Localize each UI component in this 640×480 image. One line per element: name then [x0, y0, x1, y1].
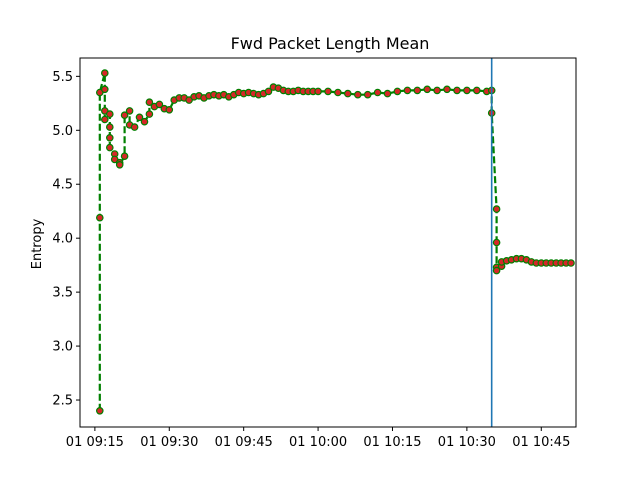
- y-tick-label: 2.5: [52, 394, 73, 409]
- data-point: [373, 88, 382, 97]
- data-point: [106, 134, 114, 142]
- plot-area: [96, 58, 575, 427]
- chart-title: Fwd Packet Length Mean: [231, 34, 430, 53]
- data-point: [403, 86, 412, 95]
- data-point: [453, 86, 461, 95]
- data-point: [125, 107, 134, 115]
- data-point: [343, 89, 352, 98]
- data-point: [413, 86, 422, 95]
- x-tick-label: 01 09:15: [66, 435, 124, 450]
- data-point: [334, 88, 342, 97]
- data-point: [567, 259, 575, 267]
- y-axis-label: Entropy: [30, 218, 45, 269]
- data-point: [96, 406, 104, 415]
- data-point: [492, 238, 501, 247]
- data-point: [492, 266, 501, 275]
- data-point: [120, 111, 129, 120]
- data-point: [106, 123, 114, 131]
- data-point: [101, 69, 109, 77]
- data-point: [101, 85, 109, 94]
- data-point: [155, 100, 164, 109]
- data-point: [96, 213, 104, 222]
- data-point: [115, 161, 124, 169]
- data-point: [363, 90, 372, 99]
- data-point: [165, 106, 174, 114]
- x-tick-label: 01 09:45: [215, 435, 273, 450]
- plot-frame: [79, 57, 577, 428]
- y-tick-label: 4.5: [52, 178, 73, 193]
- y-tick-label: 5.0: [52, 124, 73, 139]
- data-point: [443, 85, 451, 94]
- data-point: [145, 98, 154, 107]
- y-tick-label: 3.5: [52, 286, 73, 301]
- data-point: [433, 86, 441, 95]
- data-point: [353, 90, 362, 99]
- data-point: [314, 87, 322, 96]
- data-point: [120, 152, 129, 161]
- data-point: [101, 115, 109, 124]
- y-tick-label: 4.0: [52, 232, 73, 247]
- x-tick-label: 01 09:30: [140, 435, 198, 450]
- data-point: [140, 117, 149, 126]
- data-point: [393, 87, 402, 96]
- x-tick-label: 01 10:15: [363, 435, 421, 450]
- y-tick-label: 3.0: [52, 340, 73, 355]
- x-tick-label: 01 10:45: [512, 435, 570, 450]
- data-point: [130, 123, 139, 131]
- data-point: [135, 113, 144, 122]
- y-tick-label: 5.5: [52, 70, 73, 85]
- data-point: [145, 110, 154, 118]
- axes: 2.5 3.0 3.5 4.0 4.5 5.0 5.5 01 09:15 01 09:30 01 …: [52, 70, 570, 450]
- data-point: [463, 86, 471, 95]
- x-tick-label: 01 10:00: [289, 435, 347, 450]
- data-point: [106, 110, 114, 118]
- x-tick-label: 01 10:30: [438, 435, 496, 450]
- data-point: [264, 87, 273, 96]
- data-point: [492, 205, 501, 213]
- data-point: [423, 85, 432, 94]
- data-point: [324, 87, 332, 96]
- data-point: [472, 86, 481, 95]
- data-point: [106, 143, 114, 152]
- data-point: [383, 89, 392, 98]
